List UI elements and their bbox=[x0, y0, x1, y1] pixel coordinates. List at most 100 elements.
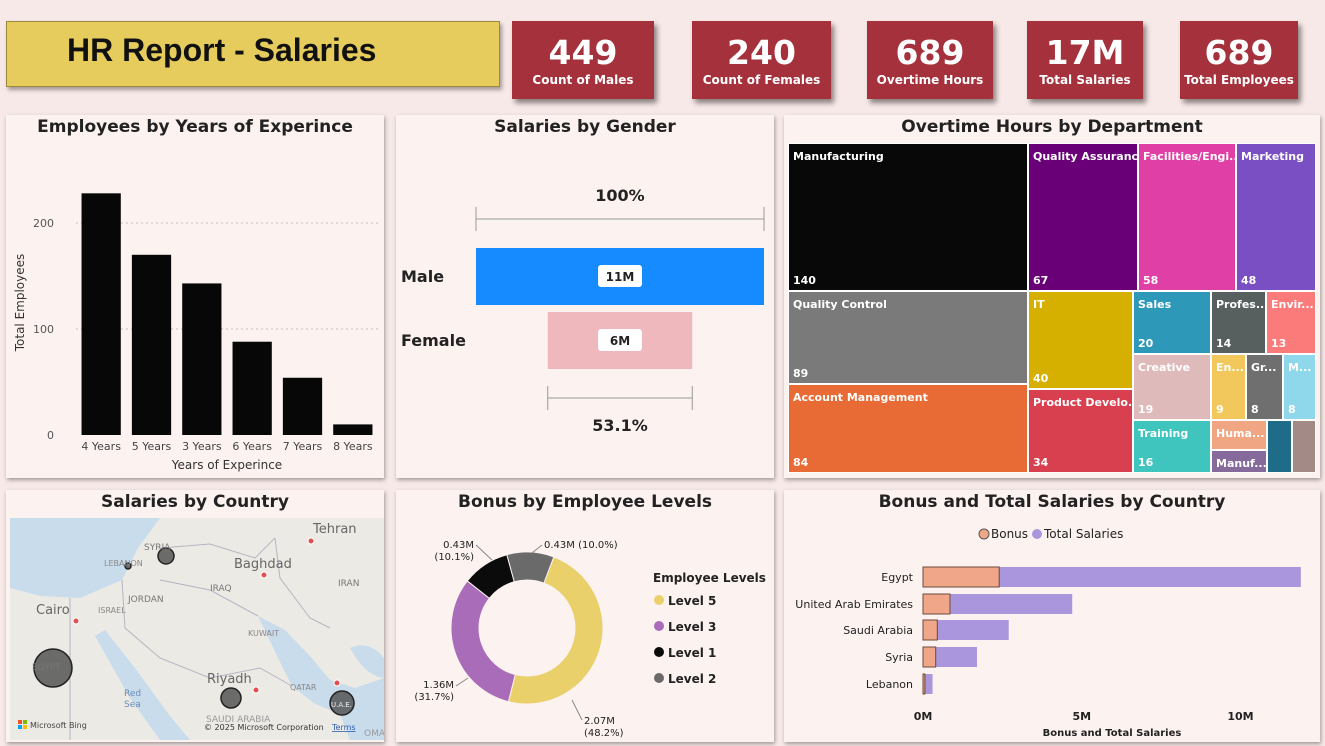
legend-label[interactable]: Level 1 bbox=[668, 646, 716, 660]
treemap-label: Profes... bbox=[1216, 298, 1266, 311]
bonus-salaries-country-panel[interactable]: Bonus and Total Salaries by Country Bonu… bbox=[784, 490, 1320, 742]
y-category-label: Syria bbox=[885, 651, 913, 664]
kpi-total-employees[interactable]: 689 Total Employees bbox=[1180, 21, 1298, 99]
country-border bbox=[159, 579, 259, 617]
bar[interactable] bbox=[81, 193, 121, 435]
donut-slice[interactable] bbox=[507, 556, 604, 705]
treemap-tile[interactable]: Envir... 13 bbox=[1266, 291, 1316, 354]
mediterranean-sea bbox=[10, 518, 160, 598]
treemap-tile[interactable]: Profes... 14 bbox=[1211, 291, 1266, 354]
treemap-tile[interactable]: Quality Control 89 bbox=[788, 291, 1028, 384]
bar[interactable] bbox=[232, 341, 272, 435]
x-tick-label: 10M bbox=[1227, 710, 1253, 723]
country-map-panel[interactable]: Salaries by Country Tehran SYRIA Baghdad LE… bbox=[6, 490, 384, 742]
bar[interactable] bbox=[131, 254, 172, 435]
bar-bonus[interactable] bbox=[922, 673, 926, 695]
treemap-label: En... bbox=[1216, 361, 1244, 374]
x-tick-label: 3 Years bbox=[182, 440, 222, 453]
map-terms-link[interactable]: Terms bbox=[331, 723, 356, 732]
treemap-tile[interactable]: Facilities/Engi... 58 bbox=[1138, 143, 1236, 291]
treemap-tile[interactable]: Quality Assurance 67 bbox=[1028, 143, 1138, 291]
legend-label[interactable]: Total Salaries bbox=[1043, 527, 1123, 541]
chart-title: Bonus by Employee Levels bbox=[457, 492, 713, 512]
treemap-value: 89 bbox=[793, 367, 809, 380]
treemap-tile[interactable]: Manuf... bbox=[1211, 450, 1267, 473]
gender-funnel-panel[interactable]: Salaries by Gender 100% Male 11M Female 6M 53… bbox=[396, 115, 774, 478]
legend-label[interactable]: Bonus bbox=[991, 527, 1028, 541]
bar-bonus[interactable] bbox=[922, 566, 1000, 588]
bubble-syria[interactable] bbox=[157, 547, 175, 565]
slice-pct-label: (31.7%) bbox=[414, 692, 454, 703]
bar[interactable] bbox=[333, 424, 373, 435]
kpi-total-salaries[interactable]: 17M Total Salaries bbox=[1027, 21, 1143, 99]
treemap-tile[interactable]: Huma... bbox=[1211, 420, 1267, 450]
slice-value-label: 2.07M bbox=[584, 716, 615, 727]
bubble-saudi-arabia[interactable] bbox=[220, 687, 242, 709]
donut-slice[interactable] bbox=[506, 551, 555, 584]
y-category-label: Saudi Arabia bbox=[843, 624, 913, 637]
kpi-count-of-males[interactable]: 449 Count of Males bbox=[512, 21, 654, 99]
kpi-overtime-hours[interactable]: 689 Overtime Hours bbox=[867, 21, 993, 99]
bubble-uae[interactable] bbox=[329, 690, 355, 716]
department-treemap-panel[interactable]: Overtime Hours by Department Manufacturi… bbox=[784, 115, 1320, 478]
bar-total-salaries[interactable] bbox=[923, 567, 1301, 587]
treemap-value: 34 bbox=[1033, 456, 1049, 469]
bar[interactable] bbox=[282, 377, 323, 435]
report-title: HR Report - Salaries bbox=[67, 32, 377, 68]
treemap-tile[interactable]: Account Management 84 bbox=[788, 384, 1028, 473]
legend-title: Employee Levels bbox=[653, 571, 766, 585]
treemap-tile[interactable]: M... 8 bbox=[1283, 354, 1316, 420]
bar-bonus[interactable] bbox=[922, 646, 937, 668]
bonus-salaries-bar-chart: Bonus Total Salaries Egypt United Arab Emir… bbox=[795, 527, 1301, 739]
donut-slice[interactable] bbox=[450, 580, 516, 703]
kpi-value: 689 bbox=[1204, 33, 1274, 72]
country-map[interactable]: Tehran SYRIA Baghdad LEBANON IRAQ IRAN Cairo JO… bbox=[10, 518, 384, 740]
bar-bonus[interactable] bbox=[922, 593, 951, 615]
map-label-iran: IRAN bbox=[338, 579, 359, 589]
bonus-levels-panel[interactable]: Bonus by Employee Levels 2.07M (48.2%) 1.3… bbox=[396, 490, 774, 742]
treemap-tile[interactable]: Creative 19 bbox=[1133, 354, 1211, 420]
bubble-egypt[interactable] bbox=[33, 648, 73, 688]
map-label-oman: OMA bbox=[364, 729, 384, 739]
label-leader-line bbox=[531, 544, 543, 554]
map-label-israel: ISRAEL bbox=[98, 606, 126, 615]
bubble-lebanon[interactable] bbox=[124, 562, 132, 570]
bar-bonus[interactable] bbox=[922, 619, 938, 641]
treemap-tile[interactable] bbox=[1292, 420, 1316, 473]
treemap-tile[interactable]: En... 9 bbox=[1211, 354, 1246, 420]
treemap-tile[interactable]: Product Develo... 34 bbox=[1028, 389, 1133, 473]
funnel-category-label: Female bbox=[401, 331, 466, 350]
city-dot bbox=[333, 679, 341, 687]
legend-label[interactable]: Level 5 bbox=[668, 594, 716, 608]
bar-total-salaries[interactable] bbox=[923, 620, 1009, 640]
treemap-label: M... bbox=[1288, 361, 1312, 374]
experience-chart-panel[interactable]: Employees by Years of Experince 0 100 200 4… bbox=[6, 115, 384, 478]
treemap-tile[interactable]: Manufacturing 140 bbox=[788, 143, 1028, 291]
bar-total-salaries[interactable] bbox=[923, 647, 977, 667]
kpi-count-of-females[interactable]: 240 Count of Females bbox=[692, 21, 831, 99]
funnel-bottom-label: 53.1% bbox=[592, 416, 648, 435]
legend-label[interactable]: Level 3 bbox=[668, 620, 716, 634]
treemap-tile[interactable]: IT 40 bbox=[1028, 291, 1133, 389]
treemap-value: 14 bbox=[1216, 337, 1232, 350]
treemap-tile[interactable]: Gr... 8 bbox=[1246, 354, 1283, 420]
treemap-tile[interactable]: Training 16 bbox=[1133, 420, 1211, 473]
slice-pct-label: (48.2%) bbox=[584, 728, 624, 739]
bing-logo-icon bbox=[23, 725, 27, 729]
treemap-value: 58 bbox=[1143, 274, 1159, 287]
slice-value-label: 0.43M bbox=[443, 540, 474, 551]
y-category-label: Egypt bbox=[881, 571, 913, 584]
kpi-label: Total Employees bbox=[1184, 73, 1294, 87]
x-tick-label: 6 Years bbox=[232, 440, 272, 453]
bar-total-salaries[interactable] bbox=[923, 674, 933, 694]
legend-label[interactable]: Level 2 bbox=[668, 672, 716, 686]
treemap-tile[interactable] bbox=[1267, 420, 1292, 473]
department-treemap: Manufacturing 140 Quality Assurance 67 Facil… bbox=[788, 143, 1316, 473]
treemap-value: 48 bbox=[1241, 274, 1257, 287]
bar[interactable] bbox=[182, 283, 222, 435]
treemap-tile[interactable]: Sales 20 bbox=[1133, 291, 1211, 354]
funnel-category-label: Male bbox=[401, 267, 444, 286]
treemap-tile[interactable]: Marketing 48 bbox=[1236, 143, 1316, 291]
bar-total-salaries[interactable] bbox=[923, 594, 1073, 614]
label-leader-line bbox=[455, 677, 469, 687]
